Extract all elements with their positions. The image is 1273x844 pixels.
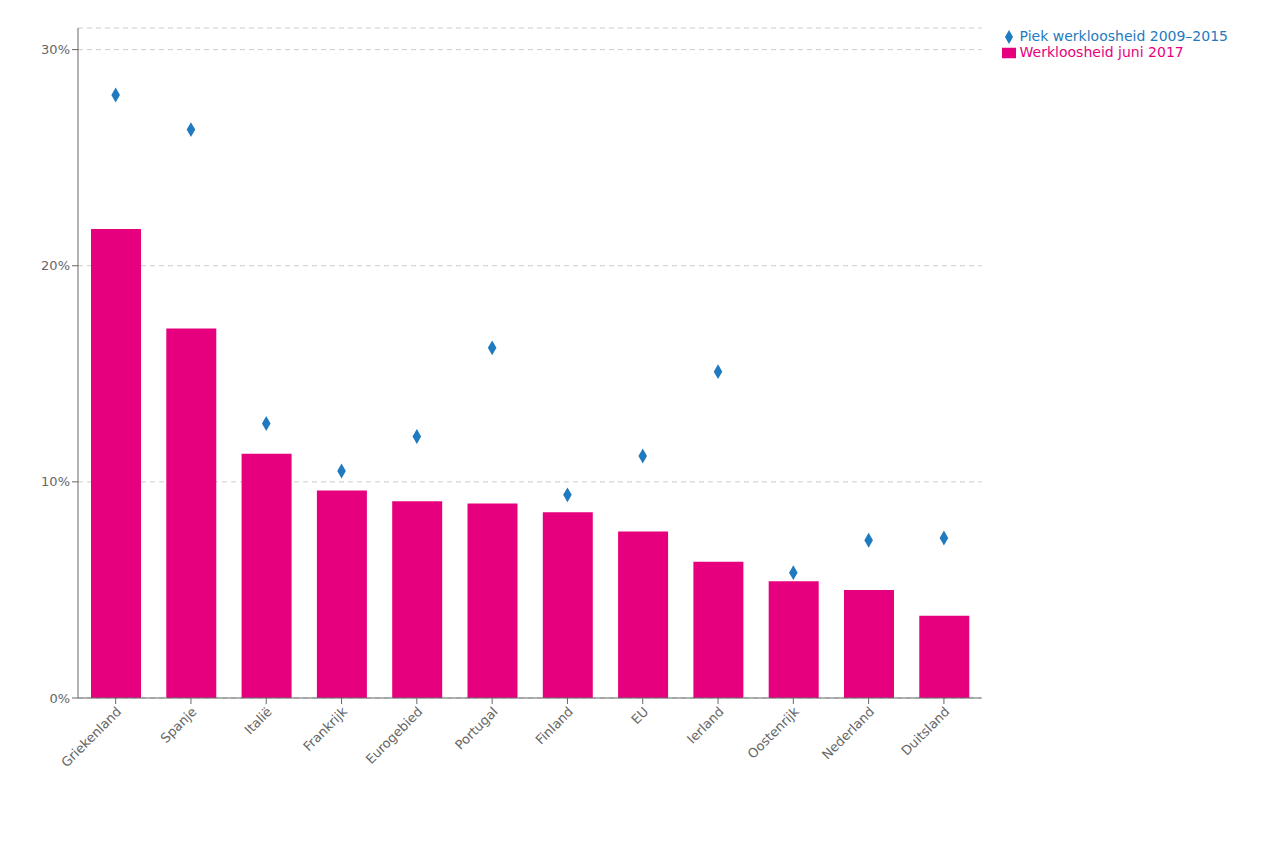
svg-text:Ierland: Ierland <box>684 704 727 747</box>
svg-text:20%: 20% <box>41 258 70 273</box>
svg-text:0%: 0% <box>49 691 70 706</box>
svg-text:Nederland: Nederland <box>819 704 877 762</box>
svg-text:Italië: Italië <box>242 704 275 737</box>
svg-text:Frankrijk: Frankrijk <box>300 704 350 754</box>
svg-text:30%: 30% <box>41 42 70 57</box>
svg-text:10%: 10% <box>41 474 70 489</box>
html-text:Werkloosheid juni 2017: Werkloosheid juni 2017 <box>1019 44 1184 60</box>
html-text:Piek werkloosheid 2009–2015: Piek werkloosheid 2009–2015 <box>1019 28 1228 44</box>
svg-text:Finland: Finland <box>533 704 576 747</box>
svg-text:Spanje: Spanje <box>158 704 200 746</box>
svg-text:Duitsland: Duitsland <box>898 704 952 758</box>
svg-text:EU: EU <box>628 704 651 727</box>
svg-text:Eurogebied: Eurogebied <box>363 704 426 767</box>
svg-text:Portugal: Portugal <box>452 704 501 753</box>
svg-text:Oostenrijk: Oostenrijk <box>744 704 802 762</box>
svg-text:Griekenland: Griekenland <box>58 704 124 770</box>
